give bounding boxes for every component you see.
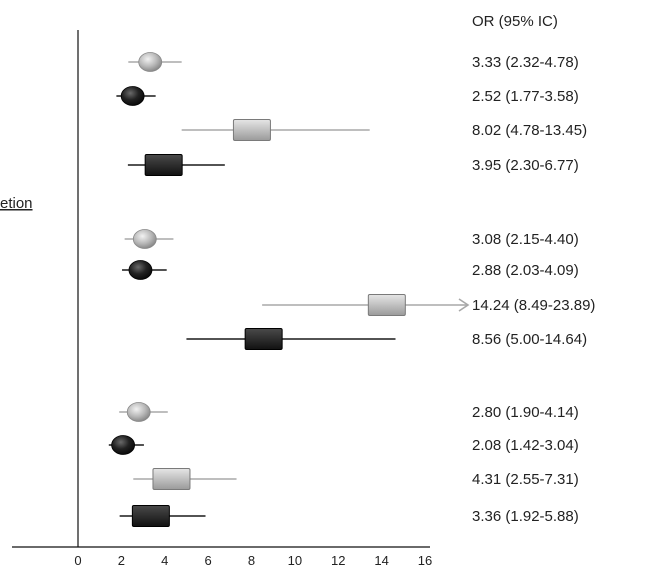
point-estimate-square-dark bbox=[244, 328, 283, 350]
or-ci-label: 3.95 (2.30-6.77) bbox=[472, 157, 579, 174]
column-header: OR (95% IC) bbox=[472, 13, 558, 30]
x-tick-label: 4 bbox=[161, 553, 168, 568]
x-tick-label: 12 bbox=[331, 553, 345, 568]
truncation-arrow-icon bbox=[458, 298, 470, 312]
point-estimate-circle-light bbox=[126, 402, 151, 422]
point-estimate-circle-light bbox=[138, 52, 163, 72]
point-estimate-square-dark bbox=[144, 154, 183, 176]
point-estimate-square-light bbox=[367, 294, 406, 316]
x-tick-label: 2 bbox=[118, 553, 125, 568]
or-ci-label: 8.02 (4.78-13.45) bbox=[472, 122, 587, 139]
or-ci-label: 2.88 (2.03-4.09) bbox=[472, 262, 579, 279]
x-tick-label: 6 bbox=[205, 553, 212, 568]
or-ci-label: 4.31 (2.55-7.31) bbox=[472, 471, 579, 488]
x-tick-label: 16 bbox=[418, 553, 432, 568]
x-tick-label: 14 bbox=[374, 553, 388, 568]
or-ci-label: 2.80 (1.90-4.14) bbox=[472, 404, 579, 421]
or-ci-label: 3.08 (2.15-4.40) bbox=[472, 231, 579, 248]
x-tick-label: 0 bbox=[74, 553, 81, 568]
or-ci-label: 3.33 (2.32-4.78) bbox=[472, 54, 579, 71]
section-label: etion bbox=[0, 195, 33, 212]
point-estimate-square-light bbox=[152, 468, 191, 490]
point-estimate-circle-light bbox=[132, 229, 157, 249]
axes: 0 2 4 6 8 10 12 14 16 bbox=[12, 30, 432, 568]
or-ci-label: 8.56 (5.00-14.64) bbox=[472, 331, 587, 348]
point-estimate-square-light bbox=[232, 119, 271, 141]
x-tick-label: 10 bbox=[288, 553, 302, 568]
point-estimate-circle-dark bbox=[128, 260, 153, 280]
point-estimate-square-dark bbox=[131, 505, 170, 527]
point-estimate-circle-dark bbox=[111, 435, 136, 455]
data-rows: 3.33 (2.32-4.78) 2.52 (1.77-3.58) 8.02 (4.… bbox=[108, 52, 595, 527]
x-tick-label: 8 bbox=[248, 553, 255, 568]
or-ci-label: 2.08 (1.42-3.04) bbox=[472, 437, 579, 454]
point-estimate-circle-dark bbox=[120, 86, 145, 106]
or-ci-label: 14.24 (8.49-23.89) bbox=[472, 297, 595, 314]
or-ci-label: 2.52 (1.77-3.58) bbox=[472, 88, 579, 105]
or-ci-label: 3.36 (1.92-5.88) bbox=[472, 508, 579, 525]
